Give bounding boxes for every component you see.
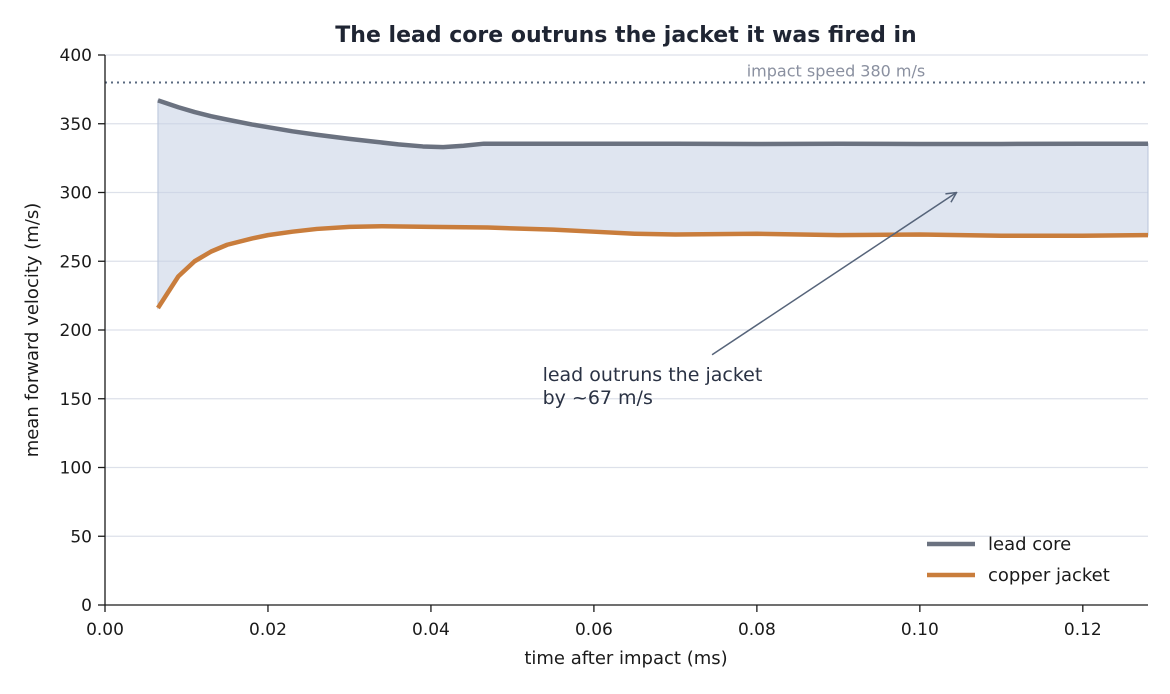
chart-title: The lead core outruns the jacket it was …	[335, 23, 916, 48]
y-tick-label-3: 150	[60, 390, 92, 410]
legend: lead core copper jacket	[927, 534, 1110, 586]
series-line-lead-core	[157, 98, 1148, 150]
y-tick-label-0: 0	[81, 596, 92, 616]
x-tick-label-4: 0.08	[738, 620, 776, 640]
x-axis-label: time after impact (ms)	[524, 648, 727, 669]
y-tick-label-5: 250	[60, 252, 92, 272]
y-tick-label-2: 100	[60, 459, 92, 479]
y-tick-label-7: 350	[60, 115, 92, 135]
x-tick-label-6: 0.12	[1064, 620, 1102, 640]
series-lines	[156, 98, 1149, 310]
x-tick-label-5: 0.10	[901, 620, 939, 640]
impact-speed-label: impact speed 380 m/s	[747, 62, 926, 81]
y-axis-label: mean forward velocity (m/s)	[22, 203, 43, 458]
series-line-copper-jacket	[156, 223, 1149, 310]
y-tick-label-8: 400	[60, 46, 92, 66]
x-tick-label-0: 0.00	[86, 620, 124, 640]
annotation-text-line-1: lead outruns the jacket	[543, 364, 763, 386]
x-tick-label-2: 0.04	[412, 620, 450, 640]
y-tick-label-6: 300	[60, 184, 92, 204]
legend-label-copper-jacket: copper jacket	[988, 565, 1110, 586]
x-tick-label-3: 0.06	[575, 620, 613, 640]
x-tick-label-1: 0.02	[249, 620, 287, 640]
y-tick-label-4: 200	[60, 321, 92, 341]
annotation-text-line-2: by ~67 m/s	[543, 387, 653, 409]
axes: 0 50 100 150 200 250 300 350 400 0.00 0.02 0.04 0.06…	[60, 46, 1148, 640]
annotation-arrow	[711, 193, 956, 356]
impact-speed-reference: impact speed 380 m/s	[105, 62, 1148, 84]
y-tick-label-1: 50	[70, 527, 92, 547]
legend-label-lead-core: lead core	[988, 534, 1071, 555]
